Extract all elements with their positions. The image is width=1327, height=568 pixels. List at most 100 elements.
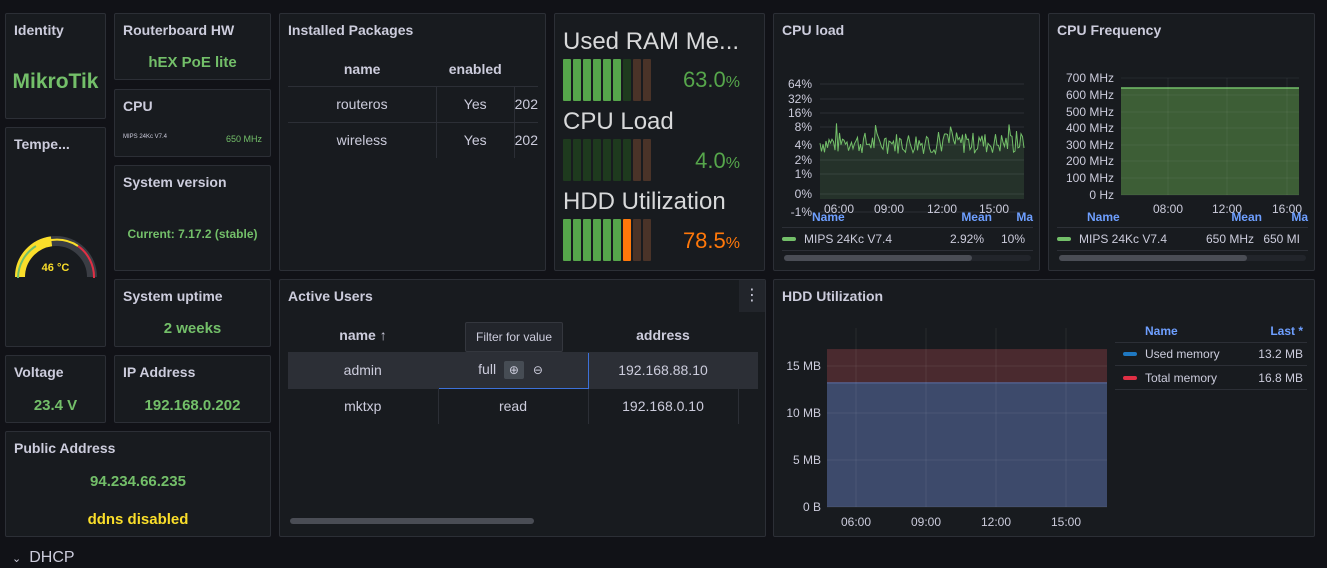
package-name[interactable]: wireless xyxy=(288,122,437,158)
panel-title: Installed Packages xyxy=(288,22,414,38)
legend-row[interactable]: MIPS 24Kc V7.4 2.92% 10% xyxy=(782,227,1033,251)
column-header-enabled[interactable]: enabled xyxy=(436,52,515,87)
panel-title: System uptime xyxy=(123,288,223,304)
gauge-segment xyxy=(603,59,611,101)
gauge-segment xyxy=(583,219,591,261)
filter-out-value-icon[interactable]: ⊖ xyxy=(532,363,543,378)
gauge-segment xyxy=(623,139,631,181)
panel-title: CPU Frequency xyxy=(1057,22,1162,38)
gauge-segment xyxy=(643,139,651,181)
column-header-name[interactable]: name xyxy=(288,52,437,87)
gauge-segment xyxy=(603,139,611,181)
series-line xyxy=(819,123,1025,156)
table-row: routeros Yes 202 xyxy=(288,86,538,123)
legend-header-name[interactable]: Name xyxy=(1145,324,1178,338)
legend-series-name: MIPS 24Kc V7.4 xyxy=(804,232,893,246)
table-row: mktxp read 192.168.0.10 xyxy=(288,388,758,424)
cpu-load-legend: Name Mean Ma MIPS 24Kc V7.4 2.92% 10% xyxy=(782,207,1033,251)
hdd-legend: Name Last * Used memory 13.2 MB Total me… xyxy=(1115,320,1307,390)
column-header-extra[interactable] xyxy=(514,52,538,87)
legend-last: 16.8 MB xyxy=(1258,370,1303,385)
system-uptime-panel: System uptime 2 weeks xyxy=(114,279,271,347)
y-tick-label: 700 MHz xyxy=(1066,71,1114,85)
gauge-title-ram: Used RAM Me... xyxy=(563,28,740,55)
legend-row[interactable]: MIPS 24Kc V7.4 650 MHz 650 MI xyxy=(1057,227,1308,251)
legend-series-name: Used memory xyxy=(1145,347,1220,361)
package-enabled[interactable]: Yes xyxy=(436,86,515,123)
user-address[interactable]: 192.168.0.10 xyxy=(588,388,739,424)
series-area xyxy=(820,123,1024,199)
package-extra[interactable]: 202 xyxy=(514,132,538,149)
total-memory-area xyxy=(827,349,1107,383)
gauge-segment xyxy=(623,219,631,261)
scrollbar-thumb[interactable] xyxy=(290,518,534,524)
package-enabled[interactable]: Yes xyxy=(436,122,515,158)
gauge-number: 63.0 xyxy=(682,67,726,92)
panel-menu-button[interactable]: ⋮ xyxy=(739,280,765,312)
user-group[interactable]: read xyxy=(438,388,589,424)
legend-header-mean[interactable]: Mean xyxy=(1231,210,1262,224)
column-header-name[interactable]: name ↑ xyxy=(288,318,438,353)
legend-header-name[interactable]: Name xyxy=(1087,210,1120,224)
filter-for-value-icon[interactable]: ⊕ xyxy=(503,361,524,380)
user-group-value: full xyxy=(478,360,497,377)
hdd-utilization-chart[interactable]: 15 MB 10 MB 5 MB 0 B 06:00 09:00 12:00 15:00 xyxy=(774,316,1114,536)
cpu-load-chart[interactable]: 64%32%16%8% 4%2%1% 0% -1% 06:00 09:00 12:00 15:… xyxy=(774,54,1040,254)
user-extra[interactable] xyxy=(738,352,758,389)
cpu-panel: CPU MIPS 24Kc V7.4 650 MHz xyxy=(114,89,271,157)
y-tick-label: -1% xyxy=(791,205,813,219)
package-name[interactable]: routeros xyxy=(288,86,437,123)
table-scrollbar[interactable] xyxy=(290,518,756,524)
x-tick-label: 16:00 xyxy=(1272,202,1302,216)
legend-scrollbar[interactable] xyxy=(784,255,1031,261)
series-swatch xyxy=(782,237,796,241)
public-address-panel: Public Address 94.234.66.235 ddns disabl… xyxy=(5,431,271,537)
dhcp-row-header[interactable]: ⌄ DHCP xyxy=(12,549,75,567)
user-name[interactable]: admin xyxy=(288,352,439,389)
gauge-segment xyxy=(613,139,621,181)
legend-scrollbar[interactable] xyxy=(1059,255,1306,261)
legend-header-max[interactable]: Ma xyxy=(1291,210,1308,224)
gauge-segment xyxy=(613,219,621,261)
gauge-title-cpu: CPU Load xyxy=(563,108,674,135)
y-tick-label: 4% xyxy=(795,138,813,152)
gauge-segment xyxy=(633,139,641,181)
legend-mean: 650 MHz xyxy=(1205,232,1254,246)
column-header-extra[interactable] xyxy=(738,318,758,353)
legend-row-used-memory[interactable]: Used memory 13.2 MB xyxy=(1115,342,1307,366)
ddns-status: ddns disabled xyxy=(87,511,189,528)
cpu-frequency-chart[interactable]: 700 MHz 600 MHz 500 MHz 400 MHz 300 MHz 200 M… xyxy=(1049,54,1315,254)
x-tick-label: 15:00 xyxy=(979,202,1009,216)
panel-title: Tempe... xyxy=(14,136,70,152)
scrollbar-thumb[interactable] xyxy=(1059,255,1247,261)
gauge-segment xyxy=(573,139,581,181)
user-extra[interactable] xyxy=(738,388,758,424)
panel-title: Active Users xyxy=(288,288,373,304)
gauge-title-hdd: HDD Utilization xyxy=(563,188,726,215)
cpu-frequency-panel: CPU Frequency 700 MHz 600 MHz 500 MHz 400 M… xyxy=(1048,13,1315,271)
x-tick-label: 12:00 xyxy=(927,202,957,216)
y-tick-label: 64% xyxy=(788,77,812,91)
series-area xyxy=(1121,88,1299,195)
cpu-model: MIPS 24Kc V7.4 xyxy=(123,134,168,140)
user-group[interactable]: full ⊕ ⊖ xyxy=(437,351,589,389)
y-tick-label: 10 MB xyxy=(786,406,821,420)
y-tick-label: 15 MB xyxy=(786,359,821,373)
user-address[interactable]: 192.168.88.10 xyxy=(588,352,739,389)
legend-header-last[interactable]: Last * xyxy=(1270,324,1303,338)
x-tick-label: 12:00 xyxy=(981,515,1011,529)
series-swatch xyxy=(1057,237,1071,241)
x-tick-label: 08:00 xyxy=(1153,202,1183,216)
cpu-freq: 650 MHz xyxy=(225,134,262,144)
legend-row-total-memory[interactable]: Total memory 16.8 MB xyxy=(1115,366,1307,390)
legend-header-max[interactable]: Ma xyxy=(1016,210,1033,224)
gauge-segment xyxy=(603,219,611,261)
column-header-address[interactable]: address xyxy=(588,318,738,353)
used-memory-area xyxy=(827,382,1107,507)
scrollbar-thumb[interactable] xyxy=(784,255,972,261)
legend-mean: 2.92% xyxy=(949,232,984,246)
package-extra[interactable]: 202 xyxy=(514,86,538,123)
legend-header-mean[interactable]: Mean xyxy=(961,210,992,224)
legend-header-name[interactable]: Name xyxy=(812,210,845,224)
user-name[interactable]: mktxp xyxy=(288,388,439,424)
